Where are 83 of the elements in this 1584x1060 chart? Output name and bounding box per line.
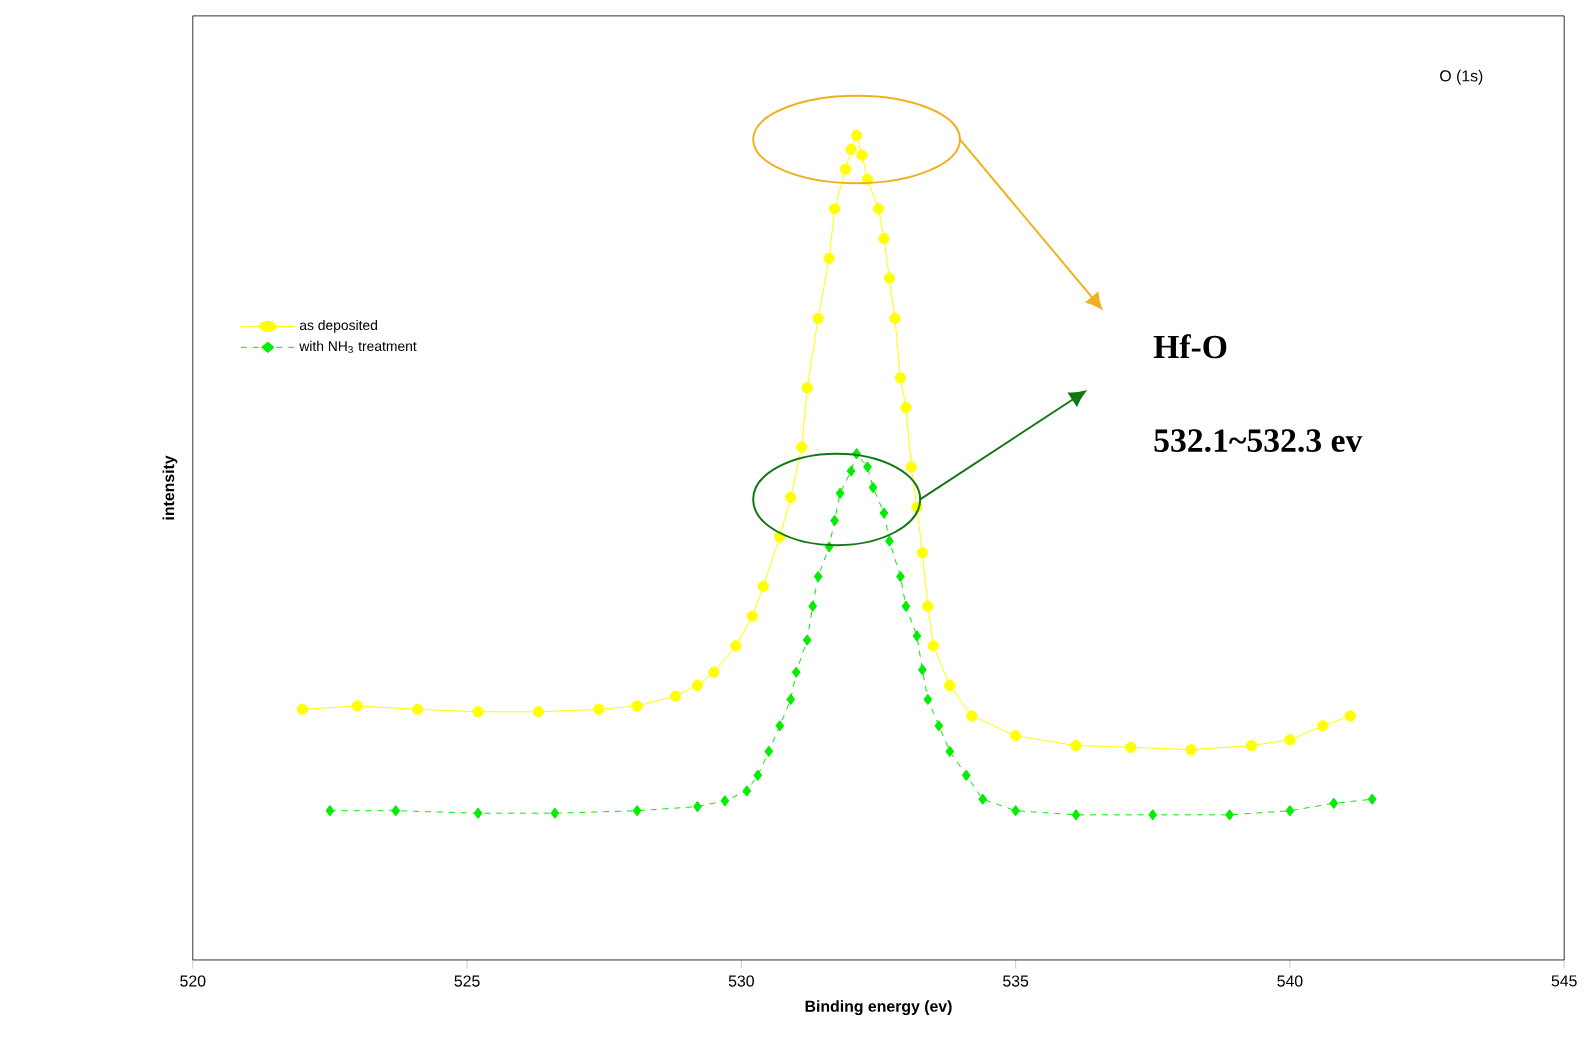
point — [896, 571, 905, 583]
point — [742, 785, 752, 797]
point — [927, 640, 939, 652]
point — [631, 700, 643, 712]
point — [812, 313, 824, 325]
point — [473, 807, 483, 820]
point — [746, 610, 758, 623]
point — [801, 382, 813, 394]
point — [916, 547, 929, 559]
point — [823, 252, 835, 265]
point — [1148, 809, 1158, 821]
point — [632, 805, 642, 817]
point — [693, 801, 702, 813]
point — [905, 461, 918, 473]
point — [845, 144, 857, 156]
point — [1245, 740, 1258, 752]
point — [872, 203, 885, 215]
point — [945, 746, 955, 758]
point — [791, 666, 801, 679]
point — [1225, 809, 1234, 821]
point — [828, 203, 841, 215]
point — [878, 233, 890, 245]
point — [1367, 793, 1377, 806]
annotation: Hf-O — [1153, 334, 1227, 359]
point — [1125, 741, 1137, 754]
point — [669, 690, 682, 703]
point — [808, 600, 818, 613]
annotation: 532.1~532.3 ev — [1154, 429, 1363, 453]
point — [550, 807, 560, 820]
point — [764, 746, 774, 758]
point — [850, 130, 863, 142]
point — [786, 694, 796, 706]
point — [934, 720, 944, 732]
point — [1317, 720, 1329, 732]
point — [1011, 805, 1020, 817]
point — [785, 492, 797, 504]
point — [912, 630, 922, 642]
point — [944, 680, 956, 692]
point — [813, 571, 823, 583]
point — [966, 710, 978, 722]
point — [730, 640, 742, 652]
point — [753, 769, 763, 782]
point — [863, 461, 872, 473]
point — [1009, 730, 1022, 742]
point — [1185, 744, 1197, 756]
point — [593, 703, 605, 716]
point — [391, 805, 401, 817]
point — [1071, 809, 1081, 821]
point — [325, 805, 335, 817]
point — [1070, 740, 1082, 752]
point — [1344, 710, 1356, 722]
point — [796, 441, 808, 454]
point — [757, 581, 769, 593]
point — [472, 706, 484, 718]
point — [901, 600, 911, 613]
point — [868, 482, 878, 494]
point — [532, 706, 545, 718]
point — [708, 666, 720, 679]
point — [918, 664, 927, 676]
point — [922, 600, 934, 613]
point — [296, 703, 309, 716]
point — [720, 795, 730, 807]
point — [1329, 797, 1339, 810]
point — [839, 163, 852, 176]
point — [900, 402, 912, 414]
point — [1284, 734, 1296, 746]
point — [978, 793, 988, 806]
point — [856, 149, 868, 162]
point — [961, 769, 971, 782]
point — [879, 507, 889, 520]
point — [846, 465, 856, 477]
point — [835, 487, 845, 500]
point — [894, 372, 907, 384]
point — [1285, 805, 1295, 817]
point — [923, 694, 933, 706]
point — [412, 703, 424, 716]
point — [775, 720, 785, 732]
point — [830, 515, 839, 527]
point — [883, 272, 896, 285]
point — [691, 680, 704, 692]
point — [802, 634, 812, 647]
point — [889, 313, 901, 325]
point — [351, 700, 364, 712]
